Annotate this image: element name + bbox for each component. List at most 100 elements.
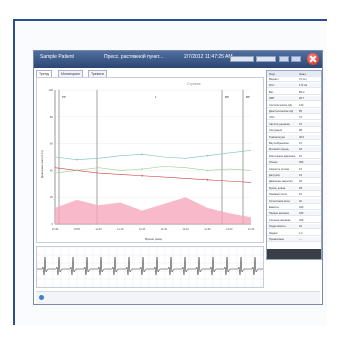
parameter-name: Давление закрытия <box>269 180 293 184</box>
parameter-value: 24 <box>299 174 302 177</box>
series-line <box>54 167 252 183</box>
parameter-row[interactable]: Мочевой пузырь 18 <box>267 147 321 153</box>
app-window: Sample Patient Пресс. растяжной пункт...… <box>33 50 323 305</box>
title-bar: Sample Patient Пресс. растяжной пункт...… <box>34 51 322 68</box>
parameter-name: Скорость потока <box>269 167 289 171</box>
phase-label: ВР <box>225 95 229 99</box>
window-subtitle: Пресс. растяжной пункт... <box>104 54 164 60</box>
parameter-value: 12 <box>299 167 302 171</box>
parameter-row[interactable]: Внутрибрюшное 12 <box>267 141 321 146</box>
toolbar-button-1[interactable] <box>279 56 289 62</box>
parameter-row[interactable]: Частота дыхания 16 <box>267 121 321 127</box>
x-tick-label: 11:10 <box>117 227 124 231</box>
x-tick-label: 11:30 <box>161 227 168 231</box>
parameter-name: Пиковый поток <box>269 193 287 197</box>
parameter-name: Примечание <box>269 238 285 241</box>
parameter-row[interactable]: Пиковый поток 15 <box>267 192 321 198</box>
parameter-row[interactable]: ЧСС 72 <box>267 115 321 121</box>
parameter-row[interactable]: Податливость 22 <box>267 224 321 230</box>
tab-monitoring[interactable]: Мониторинг <box>58 70 84 78</box>
parameter-name: Индекс <box>269 231 278 235</box>
parameter-name: Функц. длина <box>269 186 286 190</box>
series-point <box>206 154 209 157</box>
parameter-name: Сильное желание <box>269 218 291 222</box>
parameter-row[interactable]: Вес 85 кг <box>267 90 321 95</box>
series-area <box>55 197 251 224</box>
parameter-value: 320 <box>299 218 304 222</box>
parameter-value: 22 <box>299 225 302 229</box>
toolbar-select[interactable] <box>230 56 254 62</box>
y-tick-label: 60 <box>50 142 54 146</box>
x-tick-label: 12:00 <box>226 227 233 231</box>
x-tick-label: 10:40 <box>52 227 59 231</box>
parameter-name: ЧСС <box>269 116 275 120</box>
parameter-row[interactable]: Температура 36.6 <box>267 134 321 140</box>
series-point <box>141 153 143 156</box>
parameter-value: 72 лет <box>299 78 307 81</box>
parameter-row[interactable]: Детрузор 24 <box>267 173 321 178</box>
parameter-value: 18 <box>299 148 302 152</box>
parameter-name: Ректальное давление <box>269 154 296 158</box>
parameter-value: 72 <box>299 116 302 120</box>
close-icon[interactable] <box>307 53 319 65</box>
parameter-value: 350 <box>299 161 304 165</box>
param-header-name: Пар. <box>269 72 276 76</box>
parameter-value: 140 <box>299 103 304 107</box>
parameter-row[interactable]: Индекс 1.2 <box>267 231 321 236</box>
phase-label: 1 <box>155 95 157 99</box>
parameter-row[interactable]: Возраст 72 лет <box>267 77 321 82</box>
toolbar-button-2[interactable] <box>291 56 301 62</box>
parameter-row[interactable]: Примечание — <box>267 237 321 242</box>
ecg-waveform <box>37 256 275 276</box>
ecg-svg <box>36 246 275 288</box>
parameter-row[interactable]: Функц. длина 28 <box>267 185 321 191</box>
x-tick-label: 12:10 <box>248 227 255 231</box>
tab-alarms[interactable]: Тревоги <box>88 70 107 78</box>
parameter-name: Детрузор <box>269 174 281 177</box>
parameter-row[interactable]: Емкость 420 <box>267 205 321 210</box>
parameter-name: Внутрибрюшное <box>269 142 289 145</box>
parameter-name: Диастолическое АД <box>269 110 293 113</box>
parameter-row[interactable]: Скорость потока 12 <box>267 167 321 172</box>
parameter-row[interactable]: Рост 172 см <box>267 83 321 89</box>
tab-trend[interactable]: Тренд <box>36 70 52 78</box>
parameter-value: 28.7 <box>299 97 305 101</box>
parameter-value: 85 <box>299 110 302 113</box>
series-line <box>54 150 252 160</box>
phase-label: РР <box>62 95 66 99</box>
y-tick-label: 20 <box>50 195 54 199</box>
parameter-row[interactable]: Систолическое АД 140 <box>267 103 321 108</box>
parameter-value: 420 <box>299 206 304 209</box>
parameter-row[interactable]: Давление закрытия 45 <box>267 179 321 185</box>
toolbar-select-2[interactable] <box>256 56 276 62</box>
parameter-name: ИМТ <box>269 97 275 101</box>
parameter-name: Возраст <box>269 78 279 81</box>
parameter-row[interactable]: Первое желание 180 <box>267 211 321 217</box>
parameter-name: Объем <box>269 161 278 165</box>
parameter-name: Емкость <box>269 206 279 209</box>
parameter-row[interactable]: Сатурация 98 <box>267 128 321 134</box>
status-bar <box>36 291 320 304</box>
parameter-row[interactable]: Сильное желание 320 <box>267 218 321 223</box>
window-datetime: 2/7/2012 11:47:25 AM <box>184 54 233 60</box>
parameter-row[interactable]: Объем 350 <box>267 160 321 166</box>
parameter-name: Частота дыхания <box>269 122 290 126</box>
parameter-name: Сатурация <box>269 129 282 133</box>
parameter-row[interactable]: Диастолическое АД 85 <box>267 109 321 114</box>
chart-ylabel: Давление (мм рт.ст.) <box>40 150 44 178</box>
parameter-value: 180 <box>299 212 304 216</box>
parameter-row[interactable]: ИМТ 28.7 <box>267 96 321 102</box>
parameter-row[interactable]: Остаточная моча 40 <box>267 198 321 204</box>
parameter-value: 1.2 <box>299 231 303 235</box>
parameter-value: 98 <box>299 129 302 133</box>
x-tick-label: 11:40 <box>183 227 190 231</box>
parameter-value: 85 кг <box>299 90 305 94</box>
parameter-name: Систолическое АД <box>269 103 292 107</box>
parameter-value: 45 <box>299 180 302 184</box>
series-point <box>141 168 143 170</box>
parameter-row[interactable]: Ректальное давление 10 <box>267 154 321 159</box>
x-tick-label: 11:00 <box>95 227 102 231</box>
parameter-value: 10 <box>299 154 302 158</box>
parameters-panel: Пар. Знач. Возраст 72 лет Рост 172 см Вес 85 … <box>266 70 322 260</box>
x-tick-label: 11:50 <box>204 227 211 231</box>
